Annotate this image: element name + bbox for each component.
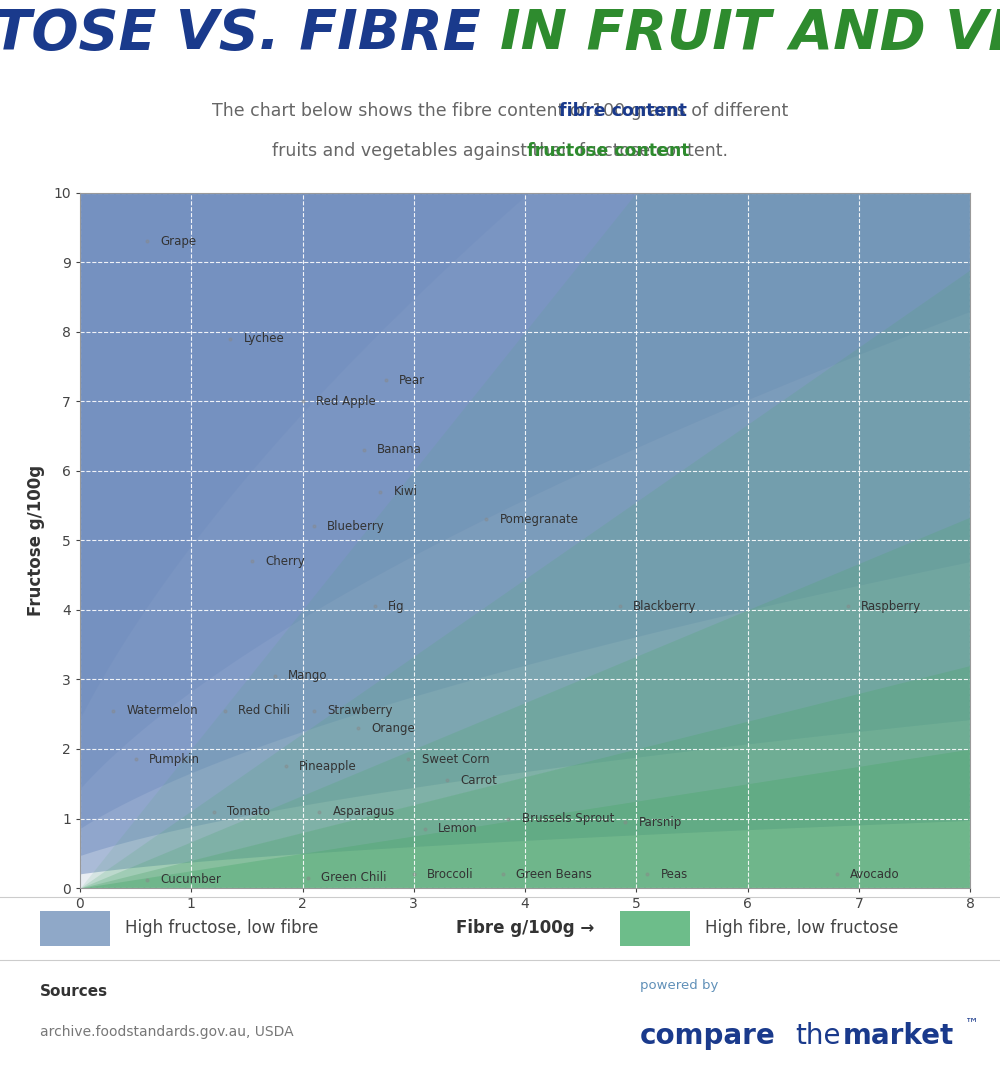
Text: Orange: Orange — [371, 721, 415, 735]
Text: compare: compare — [640, 1022, 776, 1050]
Text: High fructose, low fibre: High fructose, low fibre — [125, 919, 318, 937]
Text: The chart below shows the fibre content of 100 grams of different: The chart below shows the fibre content … — [212, 103, 788, 120]
Text: archive.foodstandards.gov.au, USDA: archive.foodstandards.gov.au, USDA — [40, 1025, 294, 1039]
Text: Pear: Pear — [399, 373, 425, 387]
Text: Brussels Sprout: Brussels Sprout — [522, 812, 614, 825]
Text: powered by: powered by — [640, 979, 718, 992]
Text: Pumpkin: Pumpkin — [149, 753, 200, 766]
Text: Lychee: Lychee — [244, 332, 284, 346]
Text: Red Apple: Red Apple — [316, 395, 376, 408]
Text: High fibre, low fructose: High fibre, low fructose — [705, 919, 898, 937]
Text: Green Beans: Green Beans — [516, 868, 592, 881]
Text: Blueberry: Blueberry — [327, 520, 385, 533]
X-axis label: Fibre g/100g →: Fibre g/100g → — [456, 919, 594, 937]
Text: fibre content: fibre content — [313, 103, 687, 120]
Text: Grape: Grape — [160, 234, 196, 248]
Text: Peas: Peas — [661, 868, 688, 881]
FancyBboxPatch shape — [620, 911, 690, 946]
Text: Tomato: Tomato — [227, 805, 270, 819]
Text: Strawberry: Strawberry — [327, 704, 392, 717]
Text: Pineapple: Pineapple — [299, 760, 357, 773]
Text: Sources: Sources — [40, 984, 108, 999]
Text: Green Chili: Green Chili — [321, 871, 387, 884]
Text: market: market — [843, 1022, 954, 1050]
Text: Fig: Fig — [388, 600, 405, 613]
Text: Parsnip: Parsnip — [638, 815, 682, 828]
Text: Banana: Banana — [377, 443, 422, 457]
Text: Mango: Mango — [288, 670, 328, 683]
Text: Cherry: Cherry — [266, 554, 306, 568]
Text: FRUCTOSE VS. FIBRE: FRUCTOSE VS. FIBRE — [0, 7, 500, 61]
Text: Sweet Corn: Sweet Corn — [422, 753, 489, 766]
Text: The chart below shows the fibre content of 100 grams of different: The chart below shows the fibre content … — [212, 103, 788, 120]
Text: Avocado: Avocado — [850, 868, 899, 881]
FancyBboxPatch shape — [40, 911, 110, 946]
Text: Raspberry: Raspberry — [861, 600, 921, 613]
Text: Kiwi: Kiwi — [394, 485, 418, 499]
Text: fructose content: fructose content — [311, 141, 689, 159]
Text: Carrot: Carrot — [460, 774, 497, 786]
Text: Broccoli: Broccoli — [427, 868, 474, 881]
Text: Red Chili: Red Chili — [238, 704, 290, 717]
Text: Blackberry: Blackberry — [633, 600, 696, 613]
Text: ™: ™ — [965, 1016, 979, 1030]
Text: Pomegranate: Pomegranate — [499, 513, 578, 526]
Text: Lemon: Lemon — [438, 823, 478, 836]
Text: Asparagus: Asparagus — [333, 805, 395, 819]
Text: Watermelon: Watermelon — [127, 704, 198, 717]
Text: Cucumber: Cucumber — [160, 873, 221, 886]
Text: IN FRUIT AND VEGETABLES: IN FRUIT AND VEGETABLES — [500, 7, 1000, 61]
Y-axis label: Fructose g/100g: Fructose g/100g — [27, 464, 45, 616]
Text: fruits and vegetables against their fructose content.: fruits and vegetables against their fruc… — [272, 141, 728, 159]
Text: the: the — [795, 1022, 840, 1050]
